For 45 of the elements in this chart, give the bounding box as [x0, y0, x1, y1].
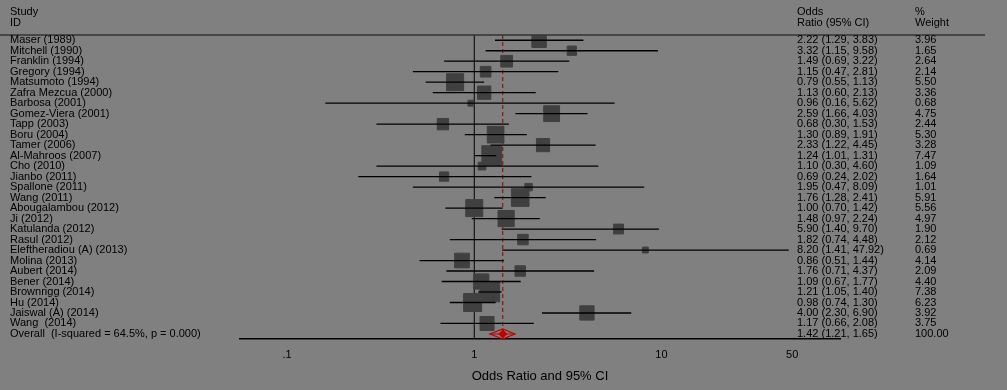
text: 4.97: [915, 211, 937, 224]
text: 4.75: [915, 106, 937, 119]
text: 2.09: [915, 264, 937, 277]
text: 1.90: [915, 222, 937, 235]
text: Odds Ratio (95% CI): [797, 5, 870, 29]
text: 1.65: [915, 43, 937, 56]
x-axis-title: Odds Ratio and 95% CI: [471, 367, 609, 383]
text: 3.92: [915, 306, 937, 319]
text: 2.44: [915, 117, 937, 130]
y-axis-title: Study ID: [10, 5, 39, 29]
y-tick-label: Molina (2013): [10, 253, 78, 266]
text: 5.56: [915, 201, 937, 214]
text: 3.36: [915, 85, 937, 98]
x-tick-label: 1: [471, 347, 478, 360]
y-tick-label: Cho (2010): [10, 159, 66, 172]
text: % Weight: [915, 5, 950, 29]
text: 0.68: [915, 96, 937, 109]
x-tick-label: 10: [655, 347, 668, 360]
y-tick-label: Maser (1989): [10, 33, 76, 46]
text: 4.14: [915, 253, 937, 266]
text: 0.69: [915, 243, 937, 256]
text: 6.23: [915, 295, 937, 308]
text: 5.30: [915, 127, 937, 140]
text: 2.14: [915, 64, 937, 77]
text: 3.96: [915, 33, 937, 46]
text: 5.50: [915, 75, 937, 88]
text: 2.12: [915, 232, 937, 245]
text: 3.75: [915, 316, 937, 329]
text: 1.64: [915, 169, 937, 182]
annotation: 2.22 (1.29, 3.83): [797, 33, 878, 46]
x-tick-label: 50: [786, 347, 799, 360]
text: 3.28: [915, 138, 937, 151]
y-tick-label: Tapp (2003): [10, 117, 69, 130]
y-tick-label: Wang (2011): [10, 190, 73, 203]
text: 100.00: [915, 326, 949, 339]
text: 1.01: [915, 180, 937, 193]
x-tick-label: .1: [282, 347, 292, 360]
text: 5.91: [915, 190, 937, 203]
text: 7.38: [915, 285, 937, 298]
y-tick-label: Barbosa (2001): [10, 96, 86, 109]
text: 4.40: [915, 274, 937, 287]
text: 1.09: [915, 159, 937, 172]
y-tick-label: Rasul (2012): [10, 232, 73, 245]
text: 7.47: [915, 148, 937, 161]
text: 2.64: [915, 54, 937, 67]
